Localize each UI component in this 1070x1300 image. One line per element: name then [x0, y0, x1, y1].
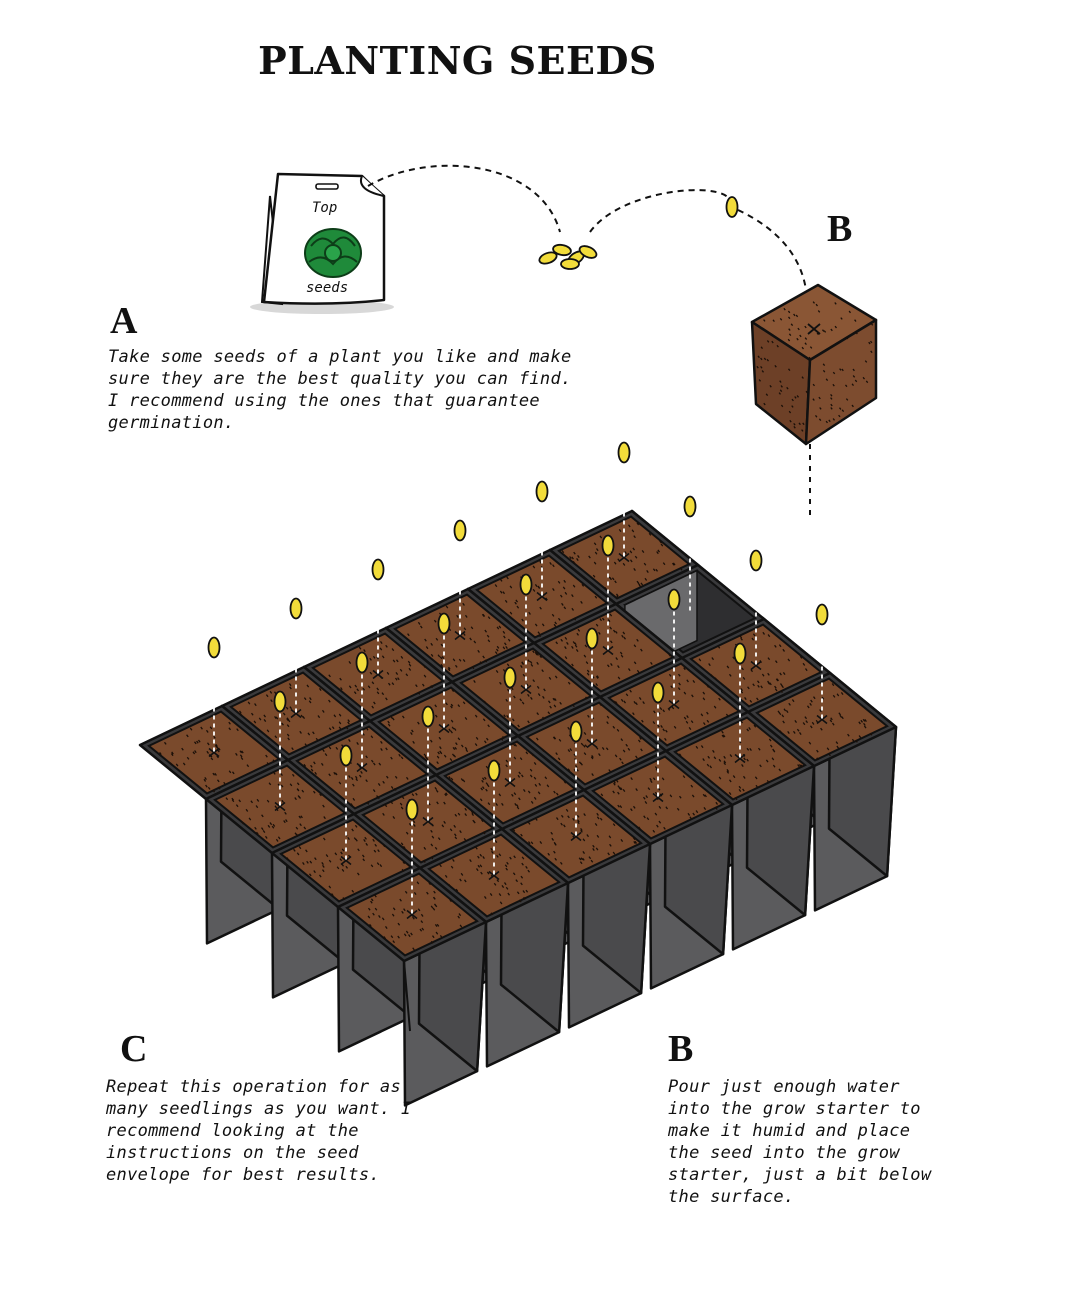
seed-icon: [273, 690, 287, 713]
seed-icon: [289, 597, 303, 620]
seed-icon: [371, 558, 385, 581]
cube-right-face: [804, 318, 878, 446]
envelope-corner: [360, 175, 385, 197]
hang-hole-icon: [315, 183, 339, 190]
seed-icon: [560, 258, 580, 270]
seed-icon: [207, 636, 221, 659]
seed-icon: [733, 642, 747, 665]
seed-icon: [601, 534, 615, 557]
seed-icon: [405, 798, 419, 821]
seed-icon: [552, 243, 572, 257]
seed-icon: [535, 480, 549, 503]
seedling-pot: [746, 603, 898, 912]
grow-starter-cube: [750, 283, 878, 520]
seed-icon: [617, 441, 631, 464]
seed-icon: [651, 681, 665, 704]
seedling-pot: [270, 744, 422, 1053]
flying-seed: [725, 196, 739, 218]
seed-trajectory: [367, 164, 807, 291]
seed-icon: [339, 744, 353, 767]
seed-icon: [667, 588, 681, 611]
seed-icon: [355, 651, 369, 674]
seedling-pot: [664, 642, 816, 951]
seed-icon: [578, 245, 598, 259]
envelope-top-text: Top: [312, 200, 337, 216]
seed-icon: [421, 705, 435, 728]
seed-icon: [453, 519, 467, 542]
seedling-pot: [582, 681, 734, 990]
step-c-label: C: [120, 1028, 148, 1070]
seed-pile: [538, 243, 598, 270]
step-b-label: B: [668, 1028, 694, 1070]
seed-envelope: Top seeds: [250, 172, 394, 314]
lettuce-icon: [304, 228, 362, 278]
step-b-top-label: B: [827, 208, 853, 250]
seed-icon: [585, 627, 599, 650]
step-c-text: Repeat this operation for as many seedli…: [106, 1077, 412, 1185]
seed-icon: [487, 759, 501, 782]
page-title: PLANTING SEEDS: [258, 38, 657, 83]
seed-icon: [683, 495, 697, 518]
seed-icon: [815, 603, 829, 626]
seedling-tray: [138, 441, 898, 1107]
envelope-bottom-text: seeds: [306, 280, 348, 296]
seed-icon: [503, 666, 517, 689]
cube-mark-icon: [807, 323, 821, 335]
seedling-pot: [336, 798, 488, 1107]
seed-icon: [538, 251, 558, 265]
seedling-pot: [500, 720, 652, 1029]
seed-icon: [437, 612, 451, 635]
step-a-text: Take some seeds of a plant you like and …: [108, 347, 572, 433]
seed-icon: [519, 573, 533, 596]
seed-icon: [725, 196, 739, 218]
seed-icon: [569, 720, 583, 743]
step-a-label: A: [110, 300, 138, 342]
step-b-text: Pour just enough water into the grow sta…: [668, 1077, 932, 1207]
seed-icon: [749, 549, 763, 572]
